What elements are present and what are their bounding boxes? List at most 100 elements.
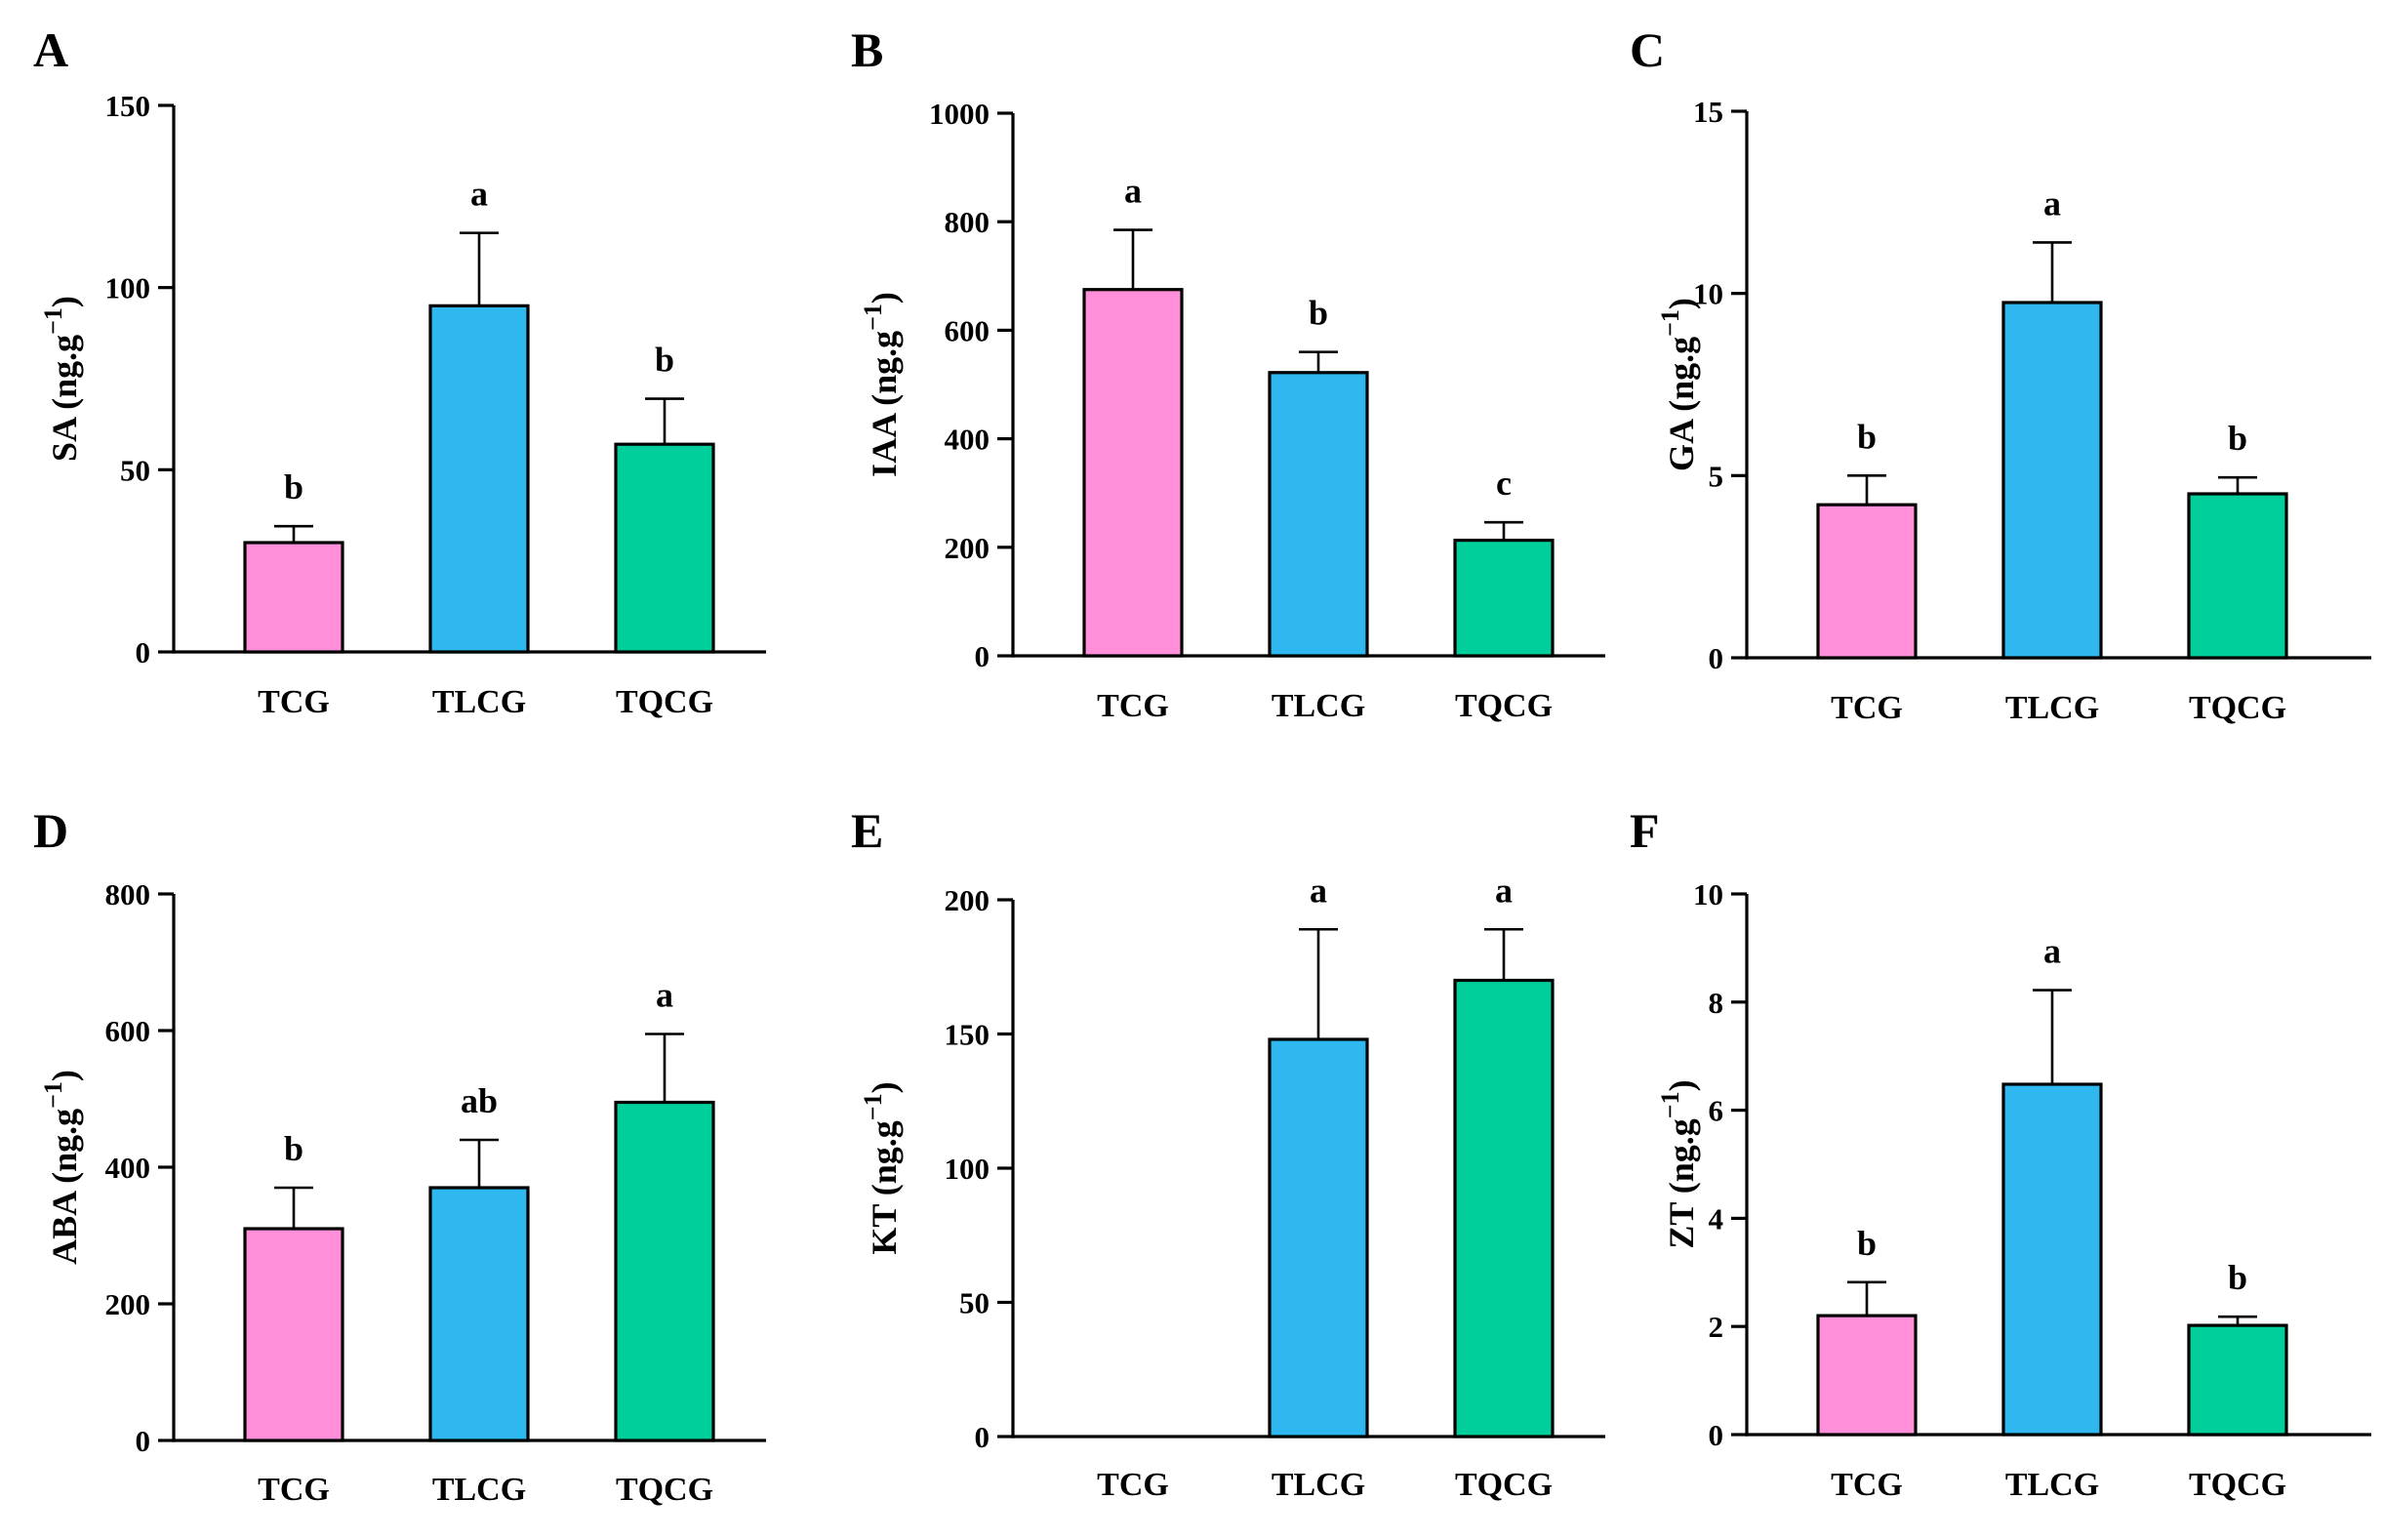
y-axis-title: SA (ng.g−1) — [39, 296, 84, 462]
y-tick-label: 0 — [136, 1424, 151, 1458]
y-axis-title-close: ) — [865, 1081, 904, 1093]
significance-label-tlcg: b — [1309, 294, 1328, 333]
category-label-tcg: TCG — [1097, 688, 1169, 724]
y-axis-title-main: ZT (ng.g — [1662, 1118, 1701, 1248]
bar-tqcg — [2187, 1323, 2288, 1437]
y-tick-label: 400 — [945, 423, 990, 457]
bar-tqcg — [614, 442, 715, 654]
y-axis-title-close: ) — [1662, 298, 1701, 309]
y-axis-title-main: KT (ng.g — [865, 1120, 904, 1254]
y-axis-title-superscript: −1 — [39, 307, 67, 335]
category-label-tqcg: TQCG — [1455, 1467, 1553, 1503]
panel-f: F 0 2 4 6 8 10 ZT (ng.g−1) b TCG a TLCG b TQCG — [1630, 803, 2371, 1503]
significance-label-tlcg: a — [470, 175, 488, 214]
y-tick-label: 4 — [1709, 1201, 1724, 1236]
significance-label-tcg: b — [284, 467, 303, 507]
panel-label: D — [33, 803, 68, 858]
panel-label: C — [1630, 22, 1665, 77]
significance-label-tqcg: a — [1495, 871, 1513, 910]
y-tick-label: 6 — [1709, 1094, 1724, 1128]
panel-label: A — [33, 22, 68, 77]
category-label-tqcg: TQCG — [616, 684, 713, 720]
category-label-tcg: TCG — [258, 1472, 330, 1508]
category-label-tlcg: TLCG — [432, 1472, 526, 1508]
significance-label-tlcg: a — [1310, 871, 1327, 910]
y-tick-label: 400 — [105, 1151, 151, 1185]
y-axis-title: IAA (ng.g−1) — [859, 292, 904, 477]
y-axis-title-superscript: −1 — [1656, 1091, 1684, 1118]
y-tick-label: 150 — [945, 1018, 990, 1052]
y-axis-title-close: ) — [45, 296, 84, 307]
category-label-tlcg: TLCG — [1272, 688, 1365, 724]
panel-a: A 0 50 100 150 SA (ng.g−1) b TCG a TLCG b TQCG — [33, 22, 766, 720]
bar-tlcg — [1268, 1037, 1369, 1439]
category-label-tlcg: TLCG — [1272, 1467, 1365, 1503]
significance-label-tlcg: ab — [461, 1081, 498, 1120]
bar-tqcg — [614, 1100, 715, 1442]
category-label-tlcg: TLCG — [2005, 690, 2099, 726]
category-label-tcg: TCG — [1831, 690, 1903, 726]
bar-tlcg — [428, 304, 530, 654]
y-axis-title: ABA (ng.g−1) — [39, 1070, 84, 1265]
panel-c: C 0 5 10 15 GA (ng.g−1) b TCG a TLCG b TQCG — [1630, 22, 2371, 726]
y-tick-label: 200 — [945, 531, 990, 565]
panel-b: B 0 200 400 600 800 1000 IAA (ng.g−1) a TCG b TLCG c… — [851, 22, 1605, 724]
category-label-tqcg: TQCG — [2189, 1467, 2286, 1503]
panel-label: F — [1630, 803, 1660, 858]
significance-label-tcg: b — [1857, 1224, 1877, 1263]
y-axis-title-superscript: −1 — [1656, 309, 1684, 337]
bar-tlcg — [428, 1186, 530, 1442]
y-tick-label: 50 — [959, 1286, 990, 1320]
y-axis-title-main: IAA (ng.g — [865, 331, 904, 477]
y-tick-label: 0 — [975, 1420, 990, 1454]
y-tick-label: 200 — [105, 1287, 151, 1321]
y-tick-label: 100 — [945, 1152, 990, 1186]
y-tick-label: 10 — [1693, 277, 1723, 311]
panel-d: D 0 200 400 600 800 ABA (ng.g−1) b TCG ab TLCG a TQC… — [33, 803, 766, 1508]
category-label-tcg: TCG — [258, 684, 330, 720]
significance-label-tcg: a — [1124, 172, 1142, 211]
bar-tcg — [1816, 1314, 1918, 1437]
significance-label-tqcg: c — [1496, 464, 1512, 503]
y-axis-title-main: GA (ng.g — [1662, 337, 1701, 471]
y-axis-title-close: ) — [865, 292, 904, 304]
y-tick-label: 2 — [1709, 1310, 1724, 1344]
bar-tlcg — [2001, 301, 2103, 660]
y-tick-label: 100 — [105, 271, 151, 305]
bar-tqcg — [1453, 978, 1555, 1439]
bar-tcg — [1082, 288, 1184, 658]
y-tick-label: 0 — [1709, 641, 1724, 675]
bar-tlcg — [1268, 371, 1369, 658]
bar-tlcg — [2001, 1082, 2103, 1437]
y-tick-label: 0 — [1709, 1418, 1724, 1452]
category-label-tlcg: TLCG — [2005, 1467, 2099, 1503]
y-axis-title-close: ) — [45, 1070, 84, 1081]
y-tick-label: 200 — [945, 883, 990, 917]
panel-label: E — [851, 803, 883, 858]
significance-label-tqcg: b — [655, 341, 674, 380]
category-label-tqcg: TQCG — [2189, 690, 2286, 726]
bar-tqcg — [2187, 492, 2288, 660]
bar-tcg — [1816, 503, 1918, 660]
bar-tqcg — [1453, 538, 1555, 658]
category-label-tcg: TCG — [1097, 1467, 1169, 1503]
significance-label-tcg: b — [284, 1129, 303, 1168]
y-tick-label: 15 — [1693, 95, 1723, 129]
y-axis-title-superscript: −1 — [859, 1093, 887, 1120]
y-tick-label: 800 — [105, 877, 151, 912]
category-label-tcg: TCG — [1831, 1467, 1903, 1503]
y-tick-label: 8 — [1709, 986, 1724, 1020]
y-tick-label: 600 — [945, 313, 990, 347]
category-label-tqcg: TQCG — [1455, 688, 1553, 724]
y-tick-label: 10 — [1693, 877, 1723, 912]
significance-label-tqcg: b — [2228, 1258, 2247, 1297]
y-tick-label: 0 — [136, 635, 151, 669]
y-tick-label: 50 — [120, 453, 150, 487]
y-tick-label: 5 — [1709, 459, 1724, 493]
significance-label-tlcg: a — [2043, 932, 2061, 971]
y-tick-label: 800 — [945, 205, 990, 239]
bar-tcg — [243, 1227, 344, 1442]
y-tick-label: 1000 — [929, 97, 990, 131]
significance-label-tlcg: a — [2043, 183, 2061, 223]
